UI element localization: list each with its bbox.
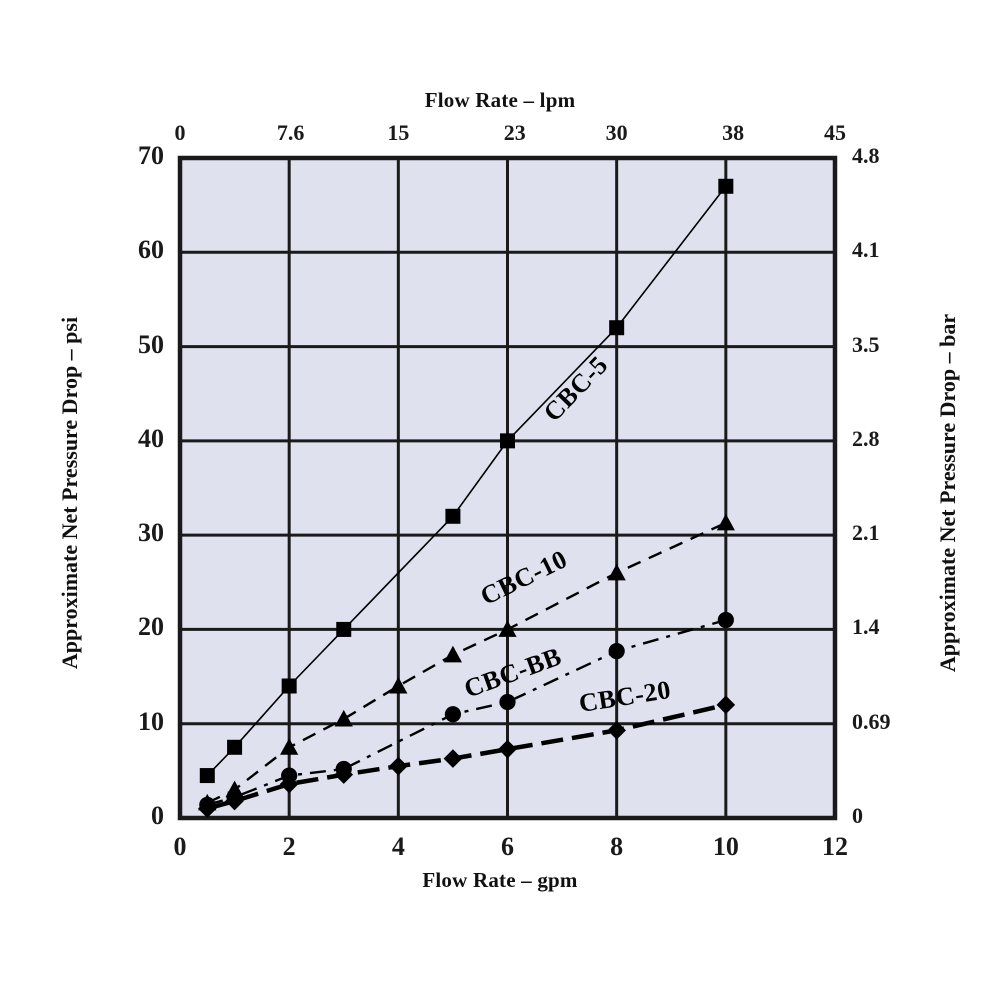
marker-triangle: [443, 645, 463, 663]
marker-circle: [499, 693, 516, 711]
tick-label-top: 45: [824, 120, 846, 145]
series-cbc-20: [197, 695, 736, 818]
tick-label-top: 0: [174, 120, 186, 145]
series-line: [206, 185, 727, 777]
marker-triangle: [716, 513, 735, 531]
tick-label-right: 2.8: [852, 425, 880, 451]
marker-diamond: [607, 721, 626, 740]
marker-triangle: [280, 738, 299, 755]
tick-label-bottom: 12: [822, 832, 848, 861]
marker-square: [199, 768, 215, 784]
marker-square: [718, 178, 734, 194]
tick-label-top: 30: [605, 120, 628, 145]
bottom-axis-title: Flow Rate – gpm: [422, 868, 578, 892]
tick-label-bottom: 8: [610, 832, 624, 861]
tick-label-right: 2.1: [852, 520, 880, 546]
series-line: [206, 618, 727, 806]
tick-label-bottom: 2: [282, 832, 296, 861]
marker-diamond: [279, 774, 299, 794]
marker-square: [336, 621, 352, 637]
tick-label-left: 0: [151, 801, 164, 830]
marker-triangle: [498, 620, 517, 637]
marker-square: [281, 678, 297, 694]
tick-label-left: 30: [138, 518, 164, 548]
tick-label-left: 60: [138, 235, 164, 265]
marker-triangle: [389, 676, 408, 694]
marker-triangle: [607, 563, 626, 581]
tick-label-top: 23: [503, 120, 526, 145]
marker-diamond: [443, 749, 463, 768]
tick-label-bottom: 10: [712, 832, 739, 861]
series-cbc-5: [199, 178, 734, 784]
marker-circle: [444, 706, 462, 723]
marker-diamond: [197, 799, 217, 818]
tick-label-right: 0: [852, 803, 863, 828]
marker-diamond: [716, 695, 736, 715]
marker-triangle: [334, 709, 353, 727]
tick-label-right: 3.5: [852, 331, 880, 357]
plot-frame: [177, 155, 838, 821]
marker-diamond: [389, 756, 408, 776]
series-layer: [197, 178, 736, 818]
tick-label-right: 1.4: [852, 614, 880, 640]
tick-label-top: 7.6: [276, 120, 305, 145]
marker-diamond: [225, 791, 244, 811]
tick-label-left: 10: [138, 706, 164, 736]
tick-label-left: 20: [138, 612, 164, 642]
marker-square: [500, 433, 515, 449]
tick-label-bottom: 0: [173, 832, 187, 861]
tick-label-right: 4.1: [852, 237, 880, 263]
marker-circle: [717, 611, 734, 629]
tick-label-right: 4.8: [852, 143, 880, 168]
top-axis-title: Flow Rate – lpm: [424, 88, 576, 112]
marker-diamond: [334, 765, 354, 784]
tick-label-left: 50: [138, 329, 164, 359]
marker-square: [445, 508, 461, 524]
tick-label-top: 38: [722, 120, 745, 145]
marker-diamond: [498, 739, 517, 759]
marker-circle: [608, 643, 625, 660]
tick-label-bottom: 4: [391, 832, 405, 861]
tick-label-left: 70: [138, 141, 164, 170]
marker-square: [609, 320, 625, 336]
series-line: [206, 521, 727, 804]
tick-label-right: 0.69: [852, 708, 891, 734]
marker-square: [227, 739, 243, 755]
tick-label-bottom: 6: [501, 832, 514, 861]
tick-label-top: 15: [387, 120, 410, 145]
tick-label-left: 40: [138, 423, 164, 453]
